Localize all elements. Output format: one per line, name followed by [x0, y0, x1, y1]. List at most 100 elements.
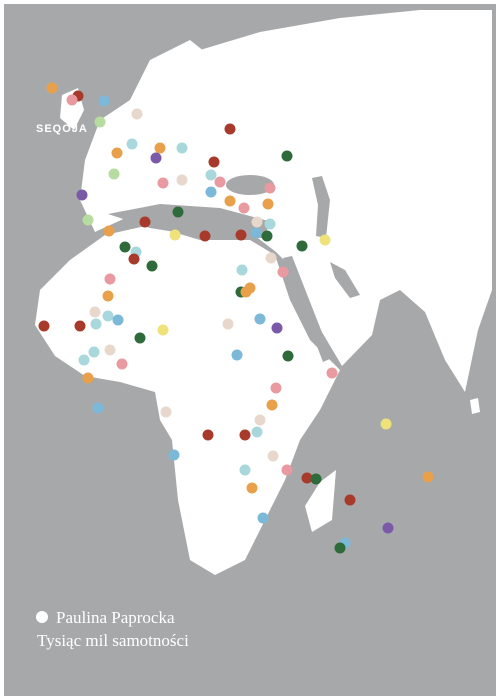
- map-dot: [262, 198, 274, 210]
- map-dot: [78, 354, 90, 366]
- map-dot: [270, 382, 282, 394]
- madagascar: [305, 470, 336, 532]
- map-dot: [89, 306, 101, 318]
- map-dot: [281, 464, 293, 476]
- map-dot: [214, 176, 226, 188]
- mediterranean: [108, 204, 272, 238]
- map-dot: [202, 429, 214, 441]
- title: Tysiąc mil samotności: [37, 631, 189, 650]
- map-dot: [38, 320, 50, 332]
- map-dot: [265, 252, 277, 264]
- map-dot: [254, 414, 266, 426]
- map-dot: [301, 472, 313, 484]
- map-dot: [344, 494, 356, 506]
- map-dot: [235, 229, 247, 241]
- caspian: [312, 176, 330, 238]
- map-dot: [176, 174, 188, 186]
- map-dot: [157, 177, 169, 189]
- map-dot: [310, 473, 322, 485]
- map-dot: [267, 450, 279, 462]
- eurasia: [80, 10, 492, 392]
- map-dot: [380, 418, 392, 430]
- map-dot: [88, 346, 100, 358]
- map-dot: [82, 214, 94, 226]
- scandinavia: [130, 40, 215, 110]
- map-dot: [102, 310, 114, 322]
- dots: [38, 82, 434, 554]
- map-dot: [251, 426, 263, 438]
- map-dot: [266, 399, 278, 411]
- map-dot: [205, 169, 217, 181]
- map-dot: [94, 116, 106, 128]
- map-dot: [66, 94, 78, 106]
- map-dot: [422, 471, 434, 483]
- map-dot: [102, 290, 114, 302]
- map-dot: [103, 225, 115, 237]
- map-dot: [46, 82, 58, 94]
- map-dot: [281, 150, 293, 162]
- map-dot: [257, 512, 269, 524]
- map-dot: [160, 406, 172, 418]
- map-dot: [238, 202, 250, 214]
- persian-gulf: [330, 262, 360, 298]
- black-sea: [226, 175, 274, 195]
- map-dot: [264, 182, 276, 194]
- inland-seas: [108, 175, 360, 362]
- map-dot: [246, 482, 258, 494]
- map-dot: [108, 168, 120, 180]
- map-dot: [172, 206, 184, 218]
- map-dot: [319, 234, 331, 246]
- map-dot: [92, 402, 104, 414]
- map-dot: [139, 216, 151, 228]
- map-dot: [239, 429, 251, 441]
- map-dot: [104, 273, 116, 285]
- map-dot: [382, 522, 394, 534]
- map-dot: [271, 322, 283, 334]
- map-dot: [326, 367, 338, 379]
- map-dot: [116, 358, 128, 370]
- map-dot: [134, 332, 146, 344]
- map-dot: [146, 260, 158, 272]
- author-bullet: [36, 611, 48, 623]
- map-dot: [176, 142, 188, 154]
- map-dot: [254, 313, 266, 325]
- map-dot: [277, 266, 289, 278]
- map-dot: [150, 152, 162, 164]
- map-dot: [224, 195, 236, 207]
- map-dot: [126, 138, 138, 150]
- map-dot: [128, 253, 140, 265]
- map-dot: [74, 320, 86, 332]
- map-dot: [82, 372, 94, 384]
- map-dot: [334, 542, 346, 554]
- red-sea: [283, 256, 332, 362]
- map-dot: [169, 229, 181, 241]
- sri-lanka: [470, 398, 480, 414]
- map-dot: [112, 314, 124, 326]
- map-dot: [104, 344, 116, 356]
- map-dot: [168, 449, 180, 461]
- map-dot: [98, 95, 110, 107]
- map-dot: [296, 240, 308, 252]
- map-dot: [261, 230, 273, 242]
- map-dot: [111, 147, 123, 159]
- publisher-logo: SEQOJA: [36, 123, 88, 135]
- map-dot: [222, 318, 234, 330]
- author: Paulina Paprocka: [56, 608, 175, 627]
- map-dot: [205, 186, 217, 198]
- map-dot: [90, 318, 102, 330]
- map-dot: [76, 189, 88, 201]
- map-dot: [157, 324, 169, 336]
- map-dot: [251, 216, 263, 228]
- map-dot: [231, 349, 243, 361]
- map-dot: [199, 230, 211, 242]
- map-dot: [250, 227, 262, 239]
- map-dot: [131, 108, 143, 120]
- map-dot: [208, 156, 220, 168]
- map-dot: [236, 264, 248, 276]
- map-dot: [264, 218, 276, 230]
- map-dot: [119, 241, 131, 253]
- map-dot: [282, 350, 294, 362]
- map-dot: [239, 464, 251, 476]
